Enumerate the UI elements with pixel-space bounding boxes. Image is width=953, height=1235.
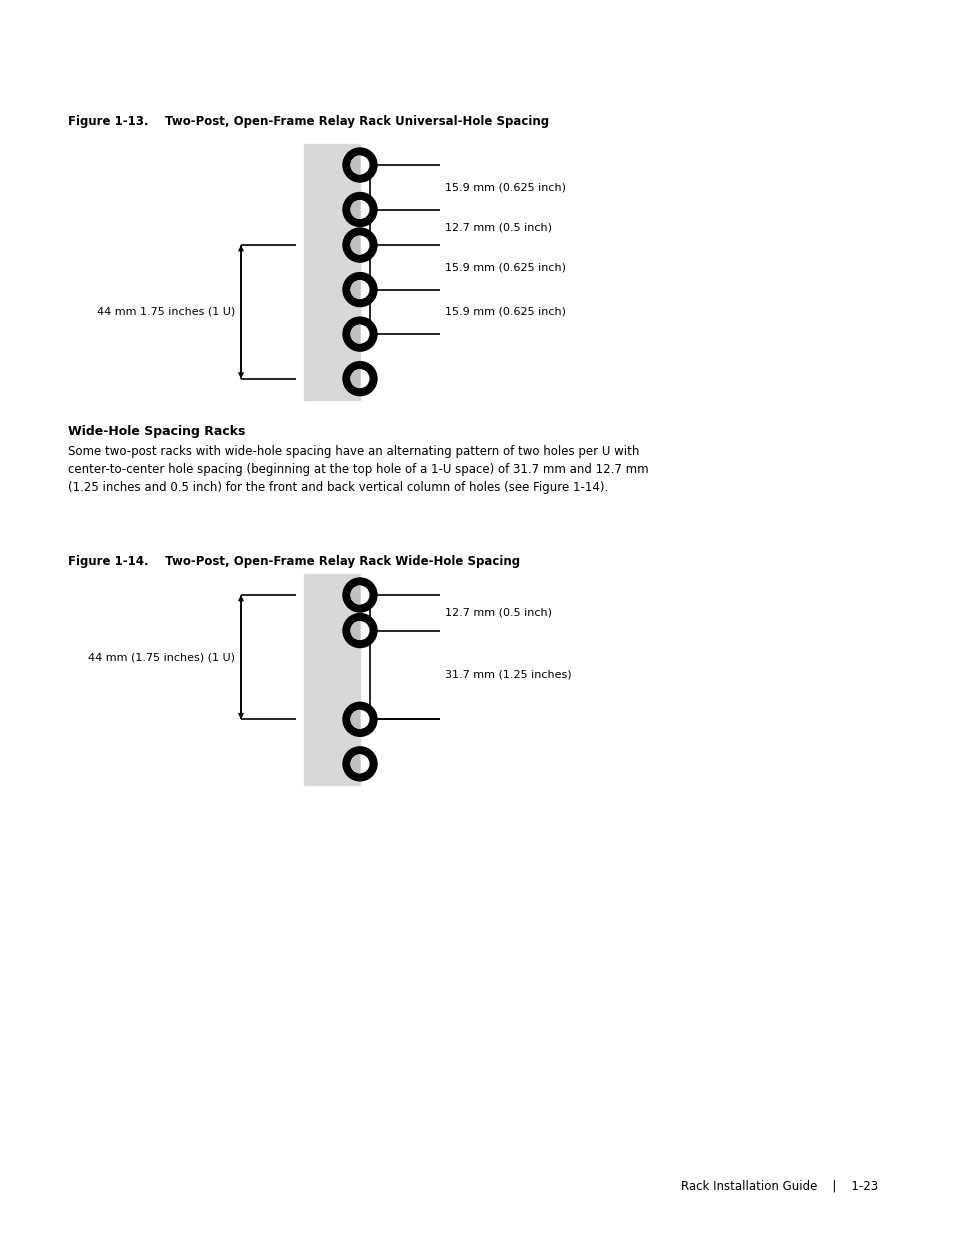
Wedge shape	[351, 710, 359, 729]
Wedge shape	[351, 369, 359, 388]
Wedge shape	[351, 280, 359, 299]
Wedge shape	[351, 156, 359, 174]
Bar	[304, 144, 359, 400]
Circle shape	[351, 710, 369, 729]
Circle shape	[351, 236, 369, 254]
Circle shape	[343, 228, 376, 262]
Bar	[304, 574, 359, 784]
Text: Wide-Hole Spacing Racks: Wide-Hole Spacing Racks	[68, 425, 245, 438]
Wedge shape	[351, 325, 359, 343]
Circle shape	[351, 156, 369, 174]
Text: 44 mm 1.75 inches (1 U): 44 mm 1.75 inches (1 U)	[96, 306, 234, 317]
Text: Rack Installation Guide    |    1-23: Rack Installation Guide | 1-23	[680, 1179, 877, 1193]
Wedge shape	[351, 587, 359, 604]
Circle shape	[351, 621, 369, 640]
Wedge shape	[351, 236, 359, 254]
Circle shape	[351, 369, 369, 388]
Text: 44 mm (1.75 inches) (1 U): 44 mm (1.75 inches) (1 U)	[88, 652, 234, 662]
Text: 15.9 mm (0.625 inch): 15.9 mm (0.625 inch)	[444, 183, 565, 193]
Circle shape	[351, 755, 369, 773]
Circle shape	[351, 200, 369, 219]
Wedge shape	[351, 755, 359, 773]
Text: Figure 1-13.    Two-Post, Open-Frame Relay Rack Universal-Hole Spacing: Figure 1-13. Two-Post, Open-Frame Relay …	[68, 115, 549, 128]
Circle shape	[343, 362, 376, 395]
Circle shape	[343, 317, 376, 351]
Text: 12.7 mm (0.5 inch): 12.7 mm (0.5 inch)	[444, 222, 552, 232]
Text: 15.9 mm (0.625 inch): 15.9 mm (0.625 inch)	[444, 262, 565, 273]
Circle shape	[343, 148, 376, 182]
Text: Some two-post racks with wide-hole spacing have an alternating pattern of two ho: Some two-post racks with wide-hole spaci…	[68, 445, 648, 494]
Text: 31.7 mm (1.25 inches): 31.7 mm (1.25 inches)	[444, 669, 571, 680]
Text: Figure 1-14.    Two-Post, Open-Frame Relay Rack Wide-Hole Spacing: Figure 1-14. Two-Post, Open-Frame Relay …	[68, 555, 519, 568]
Circle shape	[343, 703, 376, 736]
Wedge shape	[351, 200, 359, 219]
Text: 12.7 mm (0.5 inch): 12.7 mm (0.5 inch)	[444, 608, 552, 618]
Circle shape	[343, 578, 376, 613]
Circle shape	[351, 587, 369, 604]
Circle shape	[343, 747, 376, 781]
Circle shape	[351, 325, 369, 343]
Wedge shape	[351, 621, 359, 640]
Circle shape	[343, 273, 376, 306]
Circle shape	[343, 614, 376, 647]
Circle shape	[351, 280, 369, 299]
Circle shape	[343, 193, 376, 226]
Text: 15.9 mm (0.625 inch): 15.9 mm (0.625 inch)	[444, 306, 565, 317]
